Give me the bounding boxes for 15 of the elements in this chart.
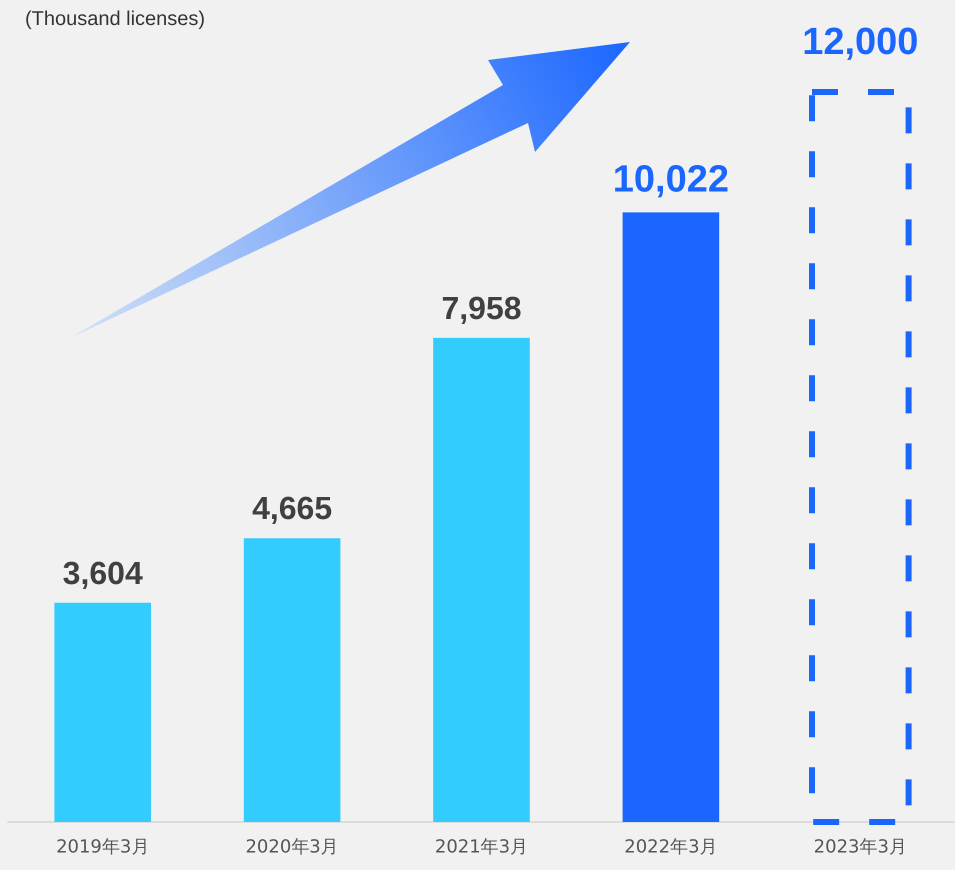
- x-tick-label: 2020年3月: [245, 836, 339, 858]
- x-tick-label: 2023年3月: [814, 836, 907, 858]
- data-label: 12,000: [802, 21, 918, 63]
- data-label: 4,665: [252, 490, 332, 526]
- x-tick-label: 2022年3月: [624, 836, 718, 858]
- x-tick-label: 2021年3月: [434, 836, 528, 858]
- bar: [54, 602, 151, 822]
- data-label: 7,958: [441, 290, 522, 326]
- data-label: 10,022: [612, 158, 730, 200]
- data-label: 3,604: [62, 554, 143, 591]
- bar: [433, 338, 530, 822]
- x-tick-label: 2019年3月: [56, 836, 150, 858]
- y-axis-title: (Thousand licenses): [25, 8, 206, 30]
- bar: [244, 538, 340, 822]
- bar: [622, 212, 720, 822]
